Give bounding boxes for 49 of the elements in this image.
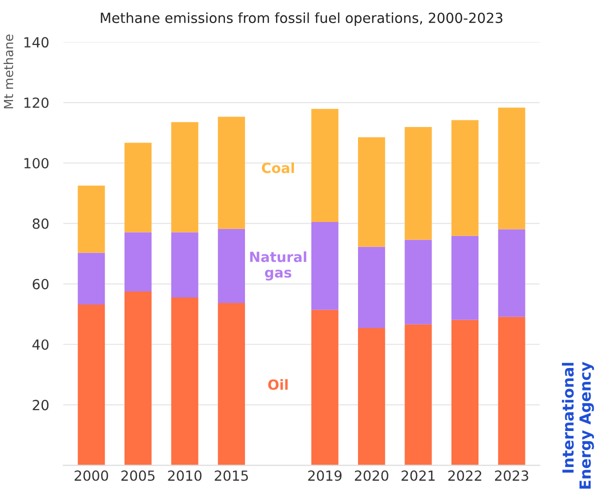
text: International Energy Agency bbox=[562, 362, 594, 489]
x-tick-label: 2022 bbox=[448, 470, 482, 481]
x-tick-label: 2021 bbox=[402, 470, 435, 481]
x-tick-label: 2023 bbox=[495, 470, 528, 481]
y-tick-label: 20 bbox=[32, 400, 49, 410]
bar bbox=[171, 298, 198, 466]
x-tick-label: 2019 bbox=[308, 470, 342, 481]
series-label: Oil bbox=[268, 379, 288, 390]
bar bbox=[124, 142, 152, 232]
bar bbox=[451, 236, 479, 320]
y-tick-label: 40 bbox=[32, 339, 49, 350]
series-label: Coal bbox=[262, 162, 294, 174]
bar bbox=[404, 127, 432, 240]
bar bbox=[498, 316, 526, 466]
bar bbox=[404, 240, 432, 324]
bar bbox=[404, 324, 432, 466]
bar bbox=[171, 232, 198, 298]
bar bbox=[78, 186, 105, 253]
bar bbox=[124, 232, 152, 292]
y-tick-label: 60 bbox=[32, 278, 49, 290]
x-tick-label: 2005 bbox=[121, 470, 154, 481]
bar bbox=[358, 328, 386, 466]
bar bbox=[451, 120, 479, 236]
bar bbox=[218, 116, 245, 229]
x-tick-label: 2015 bbox=[214, 470, 248, 481]
bar bbox=[358, 246, 386, 328]
chart-title: Methane emissions from fossil fuel operations, 2000-2023 bbox=[100, 12, 502, 26]
bar bbox=[124, 291, 152, 466]
bar bbox=[451, 320, 479, 466]
bar bbox=[311, 108, 338, 222]
y-axis-title: Mt methane bbox=[4, 34, 14, 108]
x-tick-label: 2000 bbox=[74, 470, 108, 481]
bar bbox=[218, 228, 245, 303]
x-tick-label: 2010 bbox=[168, 470, 202, 481]
y-tick-label: 120 bbox=[24, 98, 49, 108]
bar bbox=[311, 222, 338, 310]
bar bbox=[311, 310, 338, 466]
y-tick-label: 140 bbox=[24, 37, 49, 48]
series-label: Natural gas bbox=[250, 251, 306, 280]
y-tick-label: 80 bbox=[32, 218, 49, 229]
bar bbox=[171, 122, 198, 232]
x-tick-label: 2020 bbox=[354, 470, 388, 481]
bar bbox=[218, 302, 245, 466]
y-tick-label: 100 bbox=[24, 158, 49, 168]
bar bbox=[498, 229, 526, 317]
bar bbox=[498, 108, 526, 230]
bar bbox=[78, 304, 105, 466]
bar bbox=[358, 137, 386, 247]
bar bbox=[78, 252, 105, 304]
